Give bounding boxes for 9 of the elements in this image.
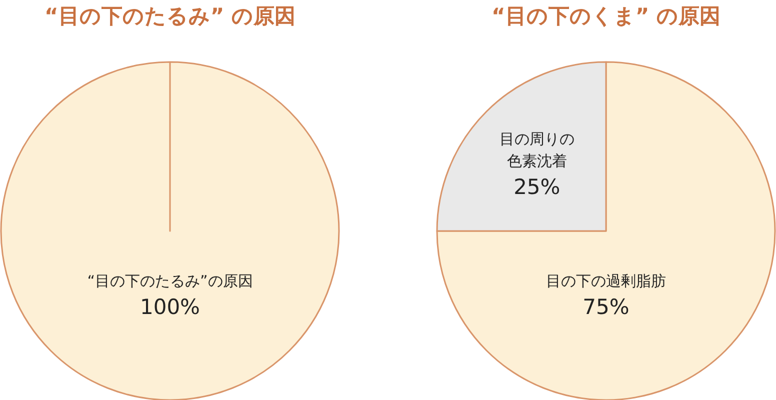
data-label: 25%: [512, 174, 562, 201]
slice-label: 目の下の過剰脂肪: [546, 271, 666, 292]
data-label: 100%: [138, 294, 202, 321]
pie-slice: [436, 61, 776, 400]
slice-label: “目の下のたるみ”の原因: [87, 271, 253, 292]
chart-title: “目の下のくま” の原因: [490, 3, 722, 30]
chart-title: “目の下のたるみ” の原因: [44, 3, 296, 30]
slice-label: 目の周りの色素沈着: [498, 128, 576, 172]
data-label: 75%: [582, 294, 630, 321]
